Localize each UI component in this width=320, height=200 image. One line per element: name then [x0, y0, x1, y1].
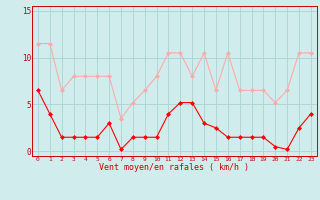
X-axis label: Vent moyen/en rafales ( km/h ): Vent moyen/en rafales ( km/h ) — [100, 163, 249, 172]
